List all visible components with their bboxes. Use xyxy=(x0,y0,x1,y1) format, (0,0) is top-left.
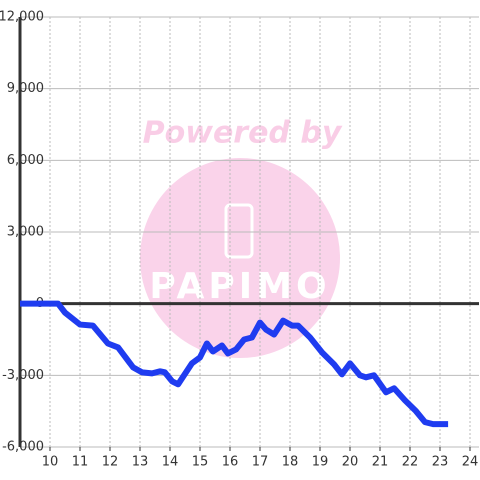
x-tick-label: 21 xyxy=(372,455,389,470)
x-tick-label: 20 xyxy=(342,455,359,470)
watermark-icon xyxy=(224,203,254,259)
y-tick-label: 12,000 xyxy=(0,10,44,25)
x-tick-label: 14 xyxy=(162,455,179,470)
x-tick-label: 18 xyxy=(282,455,299,470)
x-tick-label: 24 xyxy=(462,455,479,470)
y-tick-label: -6,000 xyxy=(2,440,44,455)
y-tick-label: 3,000 xyxy=(7,225,44,240)
y-tick-label: 9,000 xyxy=(7,81,44,96)
watermark-logo: PAPIMO xyxy=(149,266,330,307)
watermark-text: Powered by xyxy=(143,116,343,151)
y-tick-label: 6,000 xyxy=(7,153,44,168)
x-tick-label: 16 xyxy=(222,455,239,470)
x-tick-label: 12 xyxy=(102,455,119,470)
x-tick-label: 15 xyxy=(192,455,209,470)
x-tick-label: 17 xyxy=(252,455,269,470)
x-tick-label: 23 xyxy=(432,455,449,470)
x-tick-label: 22 xyxy=(402,455,419,470)
data-line xyxy=(20,300,449,428)
y-tick-label: -3,000 xyxy=(2,368,44,383)
x-tick-label: 11 xyxy=(72,455,89,470)
x-tick-label: 13 xyxy=(132,455,149,470)
x-tick-label: 19 xyxy=(312,455,329,470)
x-tick-label: 10 xyxy=(42,455,59,470)
